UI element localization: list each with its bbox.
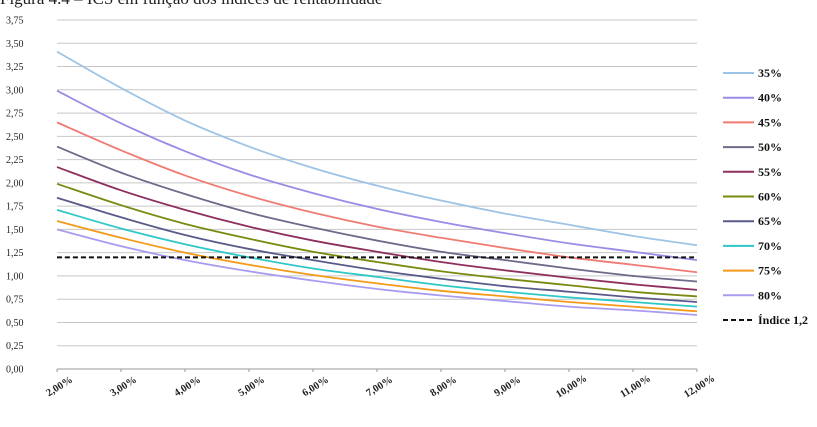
x-tick-label: 8,00% — [429, 375, 459, 400]
series-line-7 — [56, 196, 698, 303]
legend-label: 55% — [758, 165, 782, 179]
legend-label: 45% — [758, 115, 782, 129]
figure-caption: Figura 4.4 – ICS em função dos índices d… — [0, 0, 817, 9]
legend-label: 75% — [758, 264, 782, 278]
x-tick-label: 7,00% — [365, 375, 395, 400]
series-line-2 — [56, 89, 698, 262]
x-tick-label: 4,00% — [173, 375, 203, 400]
y-tick-label: 0,25 — [6, 341, 24, 352]
x-tick-label: 9,00% — [493, 375, 523, 400]
series-line-5 — [56, 166, 698, 291]
series-line-6 — [56, 182, 698, 298]
y-axis-ticks: 0,00 0,25 0,50 0,75 1,00 1,25 1,50 1,75 2,00 2,25… — [6, 16, 24, 376]
y-tick-label: 3,00 — [6, 85, 24, 96]
y-tick-label: 3,50 — [6, 39, 24, 50]
series-line-8 — [56, 208, 698, 308]
gridlines — [57, 19, 697, 370]
y-tick-label: 1,50 — [6, 225, 24, 236]
series-line-3 — [56, 121, 698, 274]
y-tick-label: 0,75 — [6, 295, 24, 306]
legend-label: 35% — [758, 66, 782, 80]
x-tick-label: 5,00% — [237, 375, 267, 400]
legend-label: 60% — [758, 190, 782, 204]
y-tick-label: 0,00 — [6, 365, 24, 376]
x-tick-label: 2,00% — [45, 375, 75, 400]
y-tick-label: 1,75 — [6, 202, 24, 213]
y-tick-label: 2,75 — [6, 109, 24, 120]
legend: 35% 40% 45% 50% 55% 60% 65% 70% 75% 80% Índice 1,2 — [723, 66, 808, 327]
series-lines — [56, 50, 698, 316]
y-tick-label: 0,50 — [6, 318, 24, 329]
legend-label: 65% — [758, 214, 782, 228]
legend-label: 80% — [758, 288, 782, 302]
legend-label: 70% — [758, 239, 782, 253]
series-line-10 — [56, 228, 698, 316]
x-tick-label: 6,00% — [301, 375, 331, 400]
x-tick-label: 10,00% — [554, 373, 589, 400]
x-axis-ticks: 2,00% 3,00% 4,00% 5,00% 6,00% 7,00% 8,00% 9,00%… — [45, 369, 717, 401]
y-tick-label: 2,50 — [6, 132, 24, 143]
legend-label: 40% — [758, 91, 782, 105]
y-tick-label: 1,00 — [6, 271, 24, 282]
y-tick-label: 2,00 — [6, 178, 24, 189]
x-tick-label: 11,00% — [619, 373, 653, 400]
y-tick-label: 1,25 — [6, 248, 24, 259]
series-line-9 — [56, 220, 698, 313]
x-tick-label: 12,00% — [682, 373, 717, 400]
legend-label: Índice 1,2 — [758, 313, 808, 327]
series-line-4 — [56, 145, 698, 283]
legend-label: 50% — [758, 140, 782, 154]
y-tick-label: 3,75 — [6, 16, 24, 27]
series-line-1 — [56, 50, 698, 247]
y-tick-label: 3,25 — [6, 62, 24, 73]
y-tick-label: 2,25 — [6, 155, 24, 166]
x-tick-label: 3,00% — [109, 375, 139, 400]
